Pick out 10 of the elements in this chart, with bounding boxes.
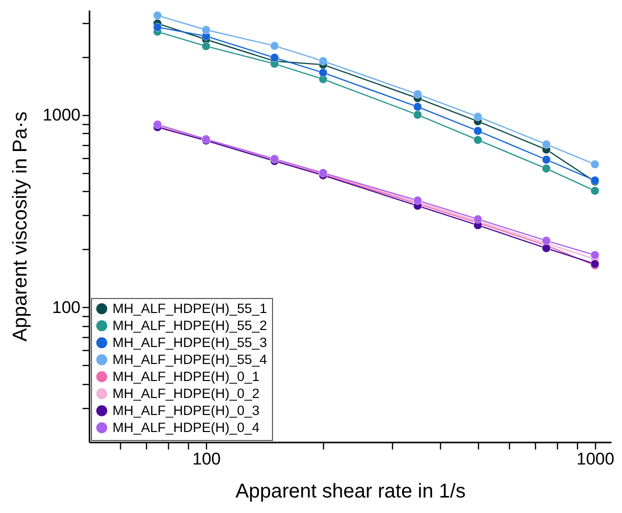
legend-label: MH_ALF_HDPE(H)_0_1 [112, 368, 260, 384]
legend-label: MH_ALF_HDPE(H)_55_4 [112, 352, 268, 367]
y-axis-title: Apparent viscosity in Pa·s [10, 111, 32, 342]
legend-label: MH_ALF_HDPE(H)_0_3 [112, 402, 260, 418]
legend-label: MH_ALF_HDPE(H)_55_1 [112, 300, 268, 316]
legend-label: MH_ALF_HDPE(H)_0_2 [112, 386, 260, 401]
x-axis-title: Apparent shear rate in 1/s [235, 480, 466, 502]
legend-label: MH_ALF_HDPE(H)_55_2 [112, 318, 268, 333]
legend-label: MH_ALF_HDPE(H)_55_3 [112, 334, 268, 350]
legend-label: MH_ALF_HDPE(H)_0_4 [112, 420, 260, 435]
